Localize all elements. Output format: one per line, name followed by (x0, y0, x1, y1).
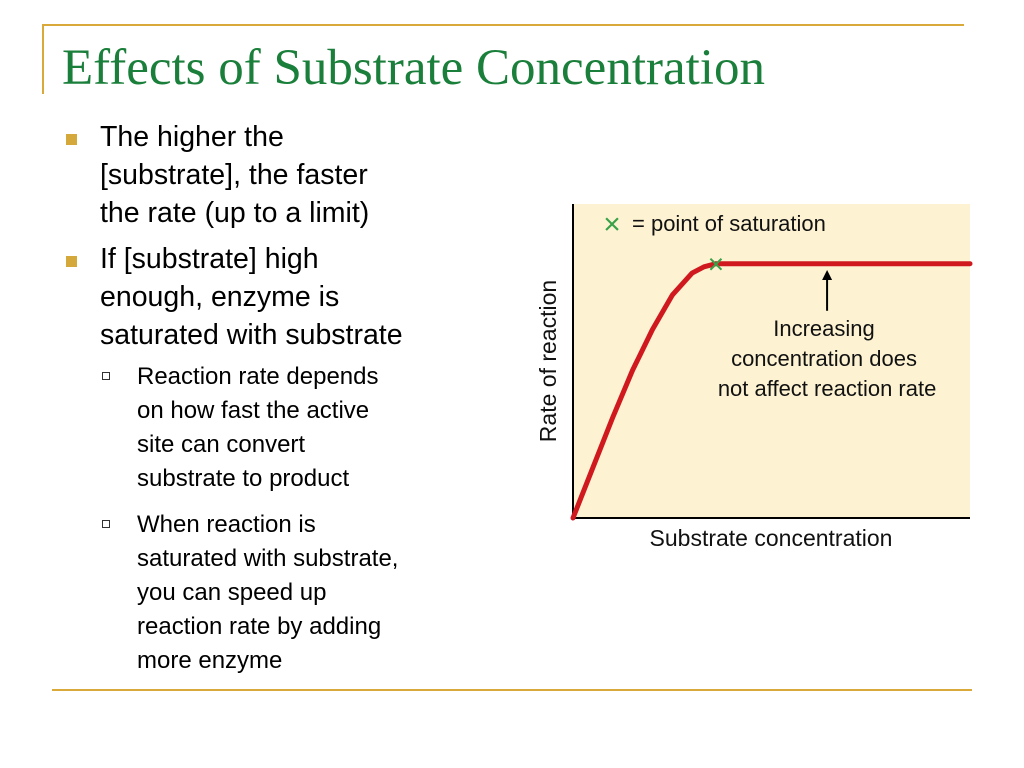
frame-top-line (42, 24, 964, 26)
rate-curve (570, 261, 973, 521)
chart-legend: × = point of saturation (603, 208, 826, 241)
hollow-square-bullet-icon (102, 372, 110, 380)
sub-bullet-text: Reaction rate depends on how fast the ac… (137, 363, 379, 492)
annotation-line-1: Increasing (773, 316, 875, 341)
legend-saturation-marker-icon: × (603, 208, 621, 241)
annotation-text: Increasing concentration does not affect… (718, 316, 937, 401)
hollow-square-bullet-icon (102, 520, 110, 528)
sub-bullet-item: When reaction is saturated with substrat… (100, 508, 502, 678)
square-bullet-icon (66, 256, 77, 267)
chart: × = point of saturation × Increasing con… (520, 196, 980, 566)
frame-left-line (42, 24, 44, 94)
sub-bullet-item: Reaction rate depends on how fast the ac… (100, 360, 502, 496)
bullet-text: The higher the [substrate], the faster t… (100, 121, 370, 229)
legend-label: = point of saturation (632, 211, 826, 236)
annotation-line-2: concentration does (731, 346, 917, 371)
chart-svg: × = point of saturation × Increasing con… (535, 204, 973, 551)
frame-bottom-line (52, 689, 972, 691)
bullet-item: The higher the [substrate], the faster t… (62, 118, 502, 232)
slide-title: Effects of Substrate Concentration (62, 40, 765, 96)
saturation-point-marker: × (708, 249, 724, 280)
bullet-item: If [substrate] high enough, enzyme is sa… (62, 240, 502, 678)
annotation-line-3: not affect reaction rate (718, 376, 937, 401)
x-axis-label: Substrate concentration (650, 525, 893, 551)
square-bullet-icon (66, 134, 77, 145)
bullet-text: If [substrate] high enough, enzyme is sa… (100, 243, 403, 351)
annotation-arrowhead (822, 269, 833, 280)
bullet-list: The higher the [substrate], the faster t… (62, 118, 502, 690)
sub-bullet-list: Reaction rate depends on how fast the ac… (100, 360, 502, 678)
y-axis-label: Rate of reaction (535, 280, 561, 442)
sub-bullet-text: When reaction is saturated with substrat… (137, 511, 399, 674)
